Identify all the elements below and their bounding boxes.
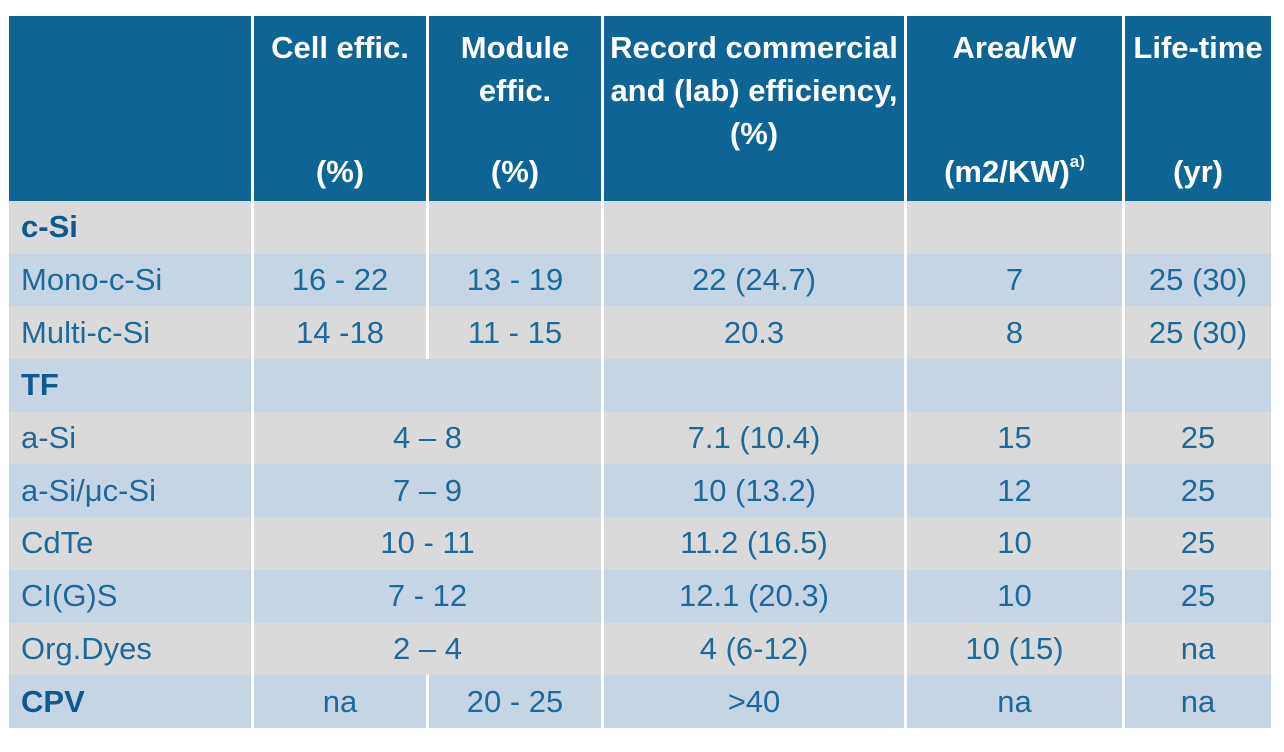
header-technology: [9, 16, 254, 201]
table-container: Cell effic. (%) Module effic. (%) Record…: [9, 16, 1271, 728]
lifetime-value: na: [1125, 622, 1271, 676]
header-record-efficiency: Record commercial and (lab) efficiency, …: [604, 16, 907, 201]
table-row: Multi-c-Si 14 -18 11 - 15 20.3 8 25 (30): [9, 306, 1271, 360]
lifetime-value: [1125, 359, 1271, 412]
record-efficiency-value: [604, 359, 907, 412]
record-efficiency-value: 22 (24.7): [604, 253, 907, 307]
row-label: c-Si: [9, 201, 254, 254]
header-life-label: Life-time: [1133, 30, 1263, 65]
table-row: CPV na 20 - 25 >40 na na: [9, 675, 1271, 728]
row-label: a-Si/μc-Si: [9, 464, 254, 518]
row-label: CI(G)S: [9, 569, 254, 623]
cell-module-efficiency-value: 4 – 8: [254, 411, 604, 465]
row-label: TF: [9, 359, 254, 412]
record-efficiency-value: 4 (6-12): [604, 622, 907, 676]
record-efficiency-value: >40: [604, 675, 907, 728]
lifetime-value: 25 (30): [1125, 253, 1271, 307]
module-efficiency-value: [429, 201, 604, 254]
module-efficiency-value: 13 - 19: [429, 253, 604, 307]
cell-module-efficiency-value: 2 – 4: [254, 622, 604, 676]
record-efficiency-value: 20.3: [604, 306, 907, 360]
area-value: 15: [907, 411, 1125, 465]
header-area-unit-wrap: (m2/KW)a): [911, 150, 1118, 193]
cell-module-efficiency-value: 10 - 11: [254, 517, 604, 570]
header-record-label: Record commercial and (lab) efficiency,: [610, 30, 898, 108]
area-value: 10 (15): [907, 622, 1125, 676]
module-efficiency-value: 20 - 25: [429, 675, 604, 728]
row-label: Mono-c-Si: [9, 253, 254, 307]
header-module-label: Module effic.: [460, 30, 570, 108]
row-label: Org.Dyes: [9, 622, 254, 676]
header-area-per-kw: Area/kW (m2/KW)a): [907, 16, 1125, 201]
lifetime-value: [1125, 201, 1271, 254]
row-label: Multi-c-Si: [9, 306, 254, 360]
cell-efficiency-value: [254, 201, 429, 254]
cell-module-efficiency-value: 7 – 9: [254, 464, 604, 518]
lifetime-value: na: [1125, 675, 1271, 728]
cell-efficiency-value: 16 - 22: [254, 253, 429, 307]
area-value: [907, 359, 1125, 412]
table-row: a-Si/μc-Si 7 – 9 10 (13.2) 12 25: [9, 464, 1271, 518]
row-label: CdTe: [9, 517, 254, 570]
lifetime-value: 25: [1125, 464, 1271, 518]
row-label: a-Si: [9, 411, 254, 465]
record-efficiency-value: 7.1 (10.4): [604, 411, 907, 465]
header-area-unit: (m2/KW): [944, 154, 1070, 189]
table-row: c-Si: [9, 201, 1271, 254]
pv-technology-table: Cell effic. (%) Module effic. (%) Record…: [9, 16, 1271, 728]
header-cell-efficiency: Cell effic. (%): [254, 16, 429, 201]
header-module-efficiency: Module effic. (%): [429, 16, 604, 201]
cell-module-efficiency-value: [254, 359, 604, 412]
record-efficiency-value: 12.1 (20.3): [604, 569, 907, 623]
table-row: TF: [9, 359, 1271, 412]
cell-module-efficiency-value: 7 - 12: [254, 569, 604, 623]
area-value: na: [907, 675, 1125, 728]
header-cell-label: Cell effic.: [271, 30, 409, 65]
area-value: 10: [907, 517, 1125, 570]
header-life-unit: (yr): [1173, 154, 1223, 189]
row-label: CPV: [9, 675, 254, 728]
area-value: 7: [907, 253, 1125, 307]
header-cell-unit: (%): [315, 154, 365, 189]
header-module-unit: (%): [490, 154, 540, 189]
table-row: CI(G)S 7 - 12 12.1 (20.3) 10 25: [9, 569, 1271, 623]
table-row: Org.Dyes 2 – 4 4 (6-12) 10 (15) na: [9, 622, 1271, 676]
lifetime-value: 25: [1125, 569, 1271, 623]
header-row: Cell effic. (%) Module effic. (%) Record…: [9, 16, 1271, 201]
header-area-footnote: a): [1069, 151, 1085, 171]
header-area-label: Area/kW: [952, 30, 1077, 65]
module-efficiency-value: 11 - 15: [429, 306, 604, 360]
record-efficiency-value: 10 (13.2): [604, 464, 907, 518]
area-value: 8: [907, 306, 1125, 360]
area-value: 10: [907, 569, 1125, 623]
area-value: 12: [907, 464, 1125, 518]
cell-efficiency-value: 14 -18: [254, 306, 429, 360]
lifetime-value: 25 (30): [1125, 306, 1271, 360]
table-row: Mono-c-Si 16 - 22 13 - 19 22 (24.7) 7 25…: [9, 253, 1271, 307]
table-row: a-Si 4 – 8 7.1 (10.4) 15 25: [9, 411, 1271, 465]
table-row: CdTe 10 - 11 11.2 (16.5) 10 25: [9, 517, 1271, 570]
header-record-unit: (%): [729, 116, 779, 151]
record-efficiency-value: 11.2 (16.5): [604, 517, 907, 570]
lifetime-value: 25: [1125, 517, 1271, 570]
header-lifetime: Life-time (yr): [1125, 16, 1271, 201]
area-value: [907, 201, 1125, 254]
cell-efficiency-value: na: [254, 675, 429, 728]
lifetime-value: 25: [1125, 411, 1271, 465]
record-efficiency-value: [604, 201, 907, 254]
